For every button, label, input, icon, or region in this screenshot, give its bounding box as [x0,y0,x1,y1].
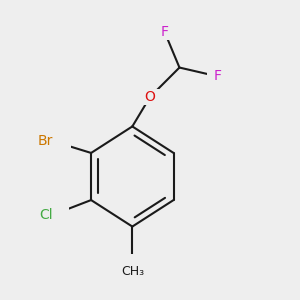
Text: F: F [214,69,222,83]
Text: Br: Br [38,134,53,148]
Text: O: O [145,90,155,104]
Bar [36,203,69,227]
Bar [154,25,175,40]
Bar [118,254,147,275]
Text: F: F [161,25,169,39]
Bar [138,88,162,106]
Bar [207,69,228,84]
Text: Cl: Cl [39,208,53,222]
Text: CH₃: CH₃ [121,265,144,278]
Bar [34,128,71,154]
